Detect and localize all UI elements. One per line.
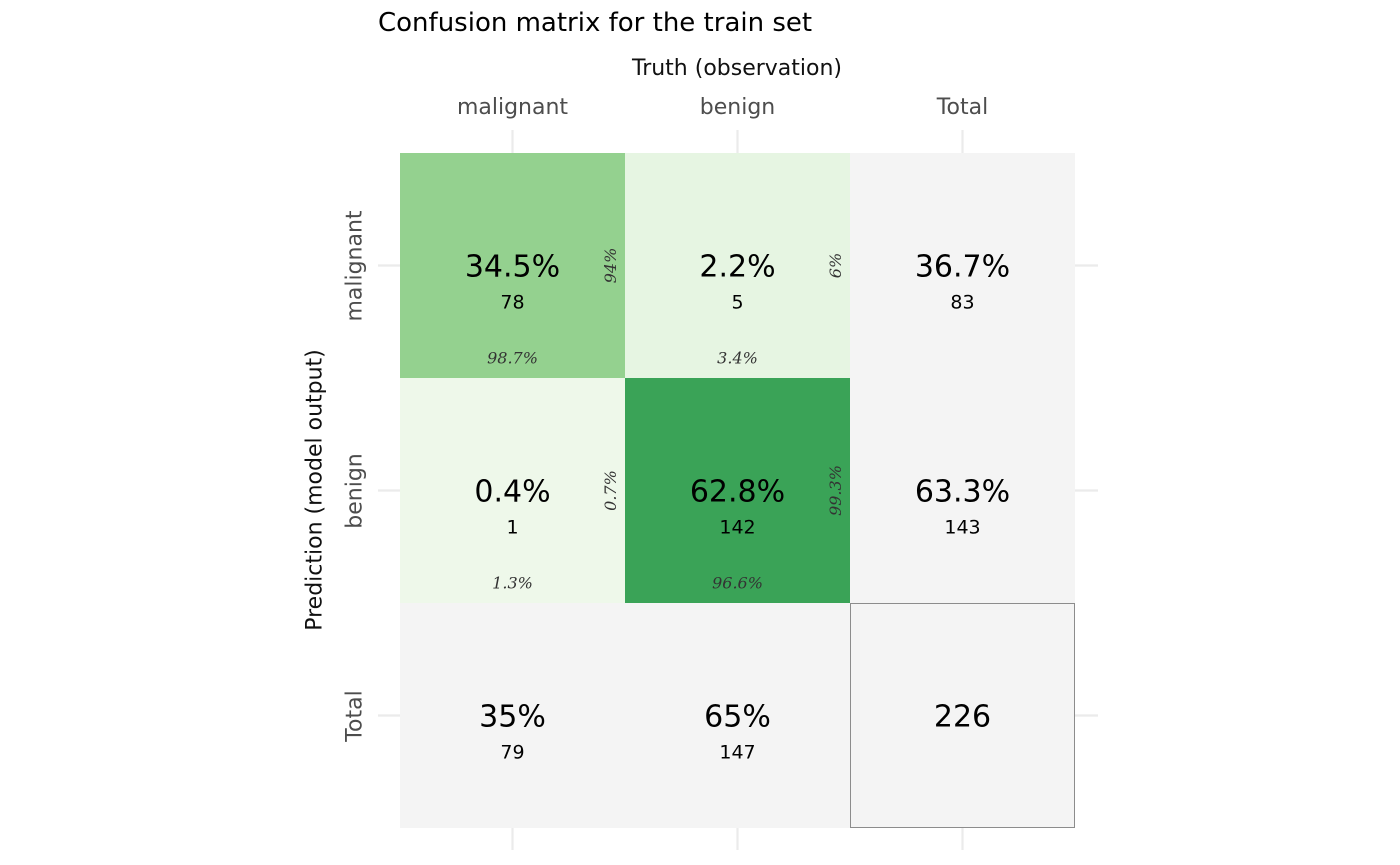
row-total-tile (850, 153, 1075, 378)
tile-row-percent-label: 6% (826, 253, 845, 278)
row-total-count-label: 83 (950, 292, 974, 314)
grand-total-tile (850, 603, 1075, 828)
column-total-count-label: 79 (500, 742, 524, 764)
tile-count-label: 142 (719, 517, 755, 539)
tile-count-label: 5 (731, 292, 743, 314)
tile-column-percent-label: 3.4% (717, 349, 758, 368)
row-total-percent-label: 63.3% (915, 475, 1010, 510)
column-total-count-label: 147 (719, 742, 755, 764)
row-total-count-label: 143 (944, 517, 980, 539)
chart-title: Confusion matrix for the train set (378, 8, 813, 38)
tile-percent-label: 62.8% (690, 475, 785, 510)
tile-column-percent-label: 1.3% (492, 574, 533, 593)
tile-percent-label: 34.5% (465, 250, 560, 285)
row-total-percent-label: 36.7% (915, 250, 1010, 285)
tile-row-percent-label: 94% (601, 248, 620, 284)
column-total-tile (400, 603, 625, 828)
matrix-tile (400, 153, 625, 378)
tile-count-label: 78 (500, 292, 524, 314)
matrix-tile (400, 378, 625, 603)
x-axis-title: Truth (observation) (631, 56, 843, 81)
grand-total-label: 226 (934, 700, 991, 735)
row-total-tile (850, 378, 1075, 603)
tile-count-label: 1 (506, 517, 518, 539)
tile-column-percent-label: 96.6% (712, 574, 763, 593)
column-total-percent-label: 65% (704, 700, 771, 735)
tile-row-percent-label: 0.7% (601, 470, 620, 511)
x-tick-label-total: Total (936, 95, 989, 120)
tile-row-percent-label: 99.3% (826, 465, 845, 516)
matrix-tile (625, 378, 850, 603)
column-total-tile (625, 603, 850, 828)
x-tick-label-malignant: malignant (456, 95, 569, 120)
column-total-percent-label: 35% (479, 700, 546, 735)
x-tick-label-benign: benign (699, 95, 776, 120)
matrix-tile (625, 153, 850, 378)
tile-percent-label: 2.2% (699, 250, 775, 285)
tile-column-percent-label: 98.7% (487, 349, 538, 368)
tile-percent-label: 0.4% (474, 475, 550, 510)
